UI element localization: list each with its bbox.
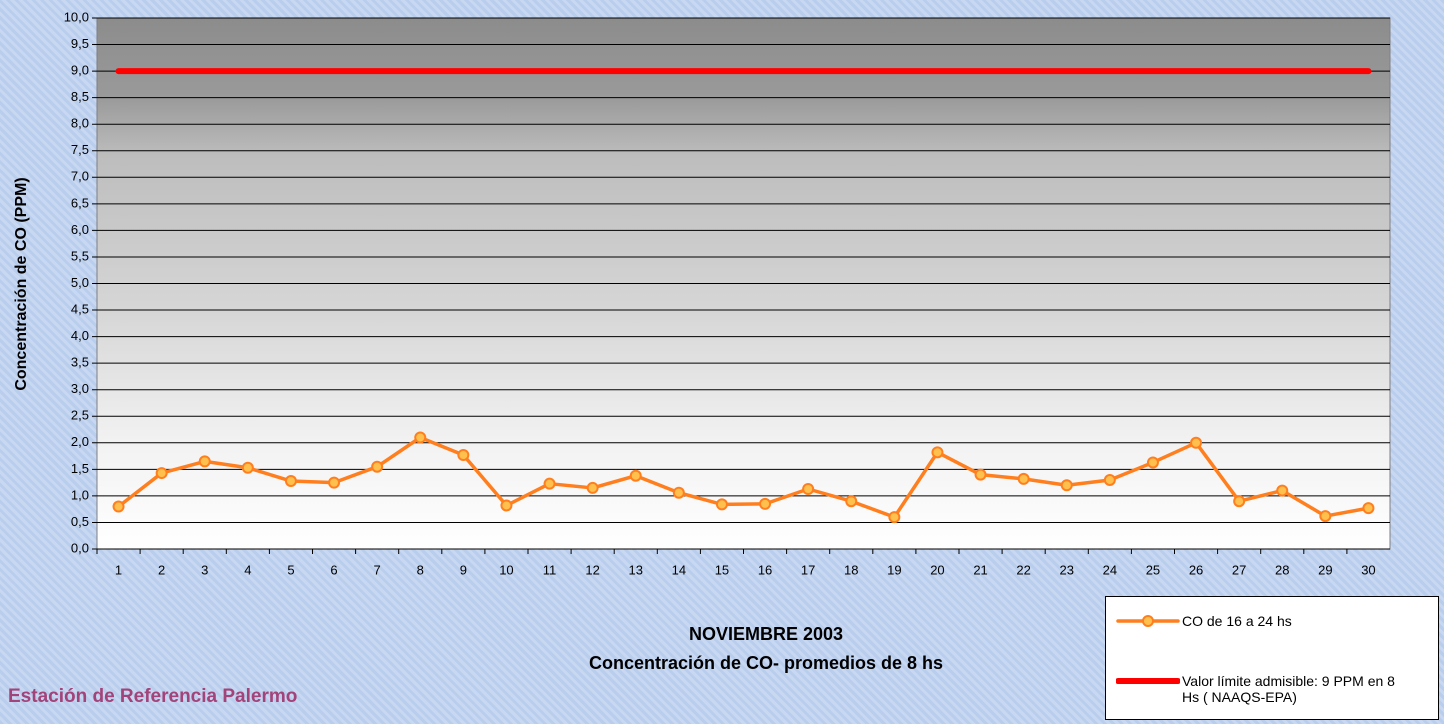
y-tick-label: 0,0 xyxy=(71,540,89,555)
data-point xyxy=(1019,474,1029,484)
legend-label: Valor límite admisible: 9 PPM en 8 Hs ( … xyxy=(1182,673,1412,705)
data-point xyxy=(1062,480,1072,490)
x-tick-label: 9 xyxy=(460,562,467,577)
y-tick-label: 3,5 xyxy=(71,355,89,370)
x-tick-label: 14 xyxy=(672,562,686,577)
data-point xyxy=(458,450,468,460)
x-tick-label: 16 xyxy=(758,562,772,577)
y-tick-label: 6,5 xyxy=(71,195,89,210)
y-tick-label: 9,0 xyxy=(71,63,89,78)
data-point xyxy=(1277,486,1287,496)
x-tick-label: 28 xyxy=(1275,562,1289,577)
data-point xyxy=(588,483,598,493)
x-tick-label: 10 xyxy=(499,562,513,577)
legend-item: CO de 16 a 24 hs xyxy=(1116,613,1412,629)
y-tick-label: 0,5 xyxy=(71,514,89,529)
data-point xyxy=(1320,511,1330,521)
x-tick-label: 27 xyxy=(1232,562,1246,577)
x-tick-label: 5 xyxy=(287,562,294,577)
y-tick-label: 5,0 xyxy=(71,275,89,290)
x-tick-label: 3 xyxy=(201,562,208,577)
data-point xyxy=(889,512,899,522)
legend-marker xyxy=(1143,616,1153,626)
y-tick-label: 9,5 xyxy=(71,36,89,51)
x-tick-label: 11 xyxy=(543,562,557,577)
x-tick-label: 15 xyxy=(715,562,729,577)
data-point xyxy=(1105,475,1115,485)
data-point xyxy=(243,463,253,473)
y-tick-label: 1,5 xyxy=(71,461,89,476)
x-tick-label: 22 xyxy=(1016,562,1030,577)
data-point xyxy=(329,478,339,488)
data-point xyxy=(415,432,425,442)
data-point xyxy=(631,471,641,481)
y-tick-label: 8,0 xyxy=(71,116,89,131)
data-point xyxy=(674,488,684,498)
data-point xyxy=(286,476,296,486)
data-point xyxy=(1191,438,1201,448)
x-tick-label: 6 xyxy=(330,562,337,577)
x-tick-label: 4 xyxy=(244,562,251,577)
data-point xyxy=(760,499,770,509)
x-tick-label: 13 xyxy=(629,562,643,577)
y-tick-label: 2,0 xyxy=(71,434,89,449)
x-tick-label: 23 xyxy=(1060,562,1074,577)
x-tick-label: 1 xyxy=(115,562,122,577)
x-tick-label: 30 xyxy=(1361,562,1375,577)
data-point xyxy=(157,468,167,478)
y-tick-label: 1,0 xyxy=(71,487,89,502)
data-point xyxy=(846,496,856,506)
data-point xyxy=(1148,457,1158,467)
y-axis-title: Concentración de CO (PPM) xyxy=(13,177,30,390)
chart-subtitle: Concentración de CO- promedios de 8 hs xyxy=(589,653,943,673)
data-point xyxy=(1363,503,1373,513)
data-point xyxy=(372,462,382,472)
data-point xyxy=(200,456,210,466)
x-tick-label: 20 xyxy=(930,562,944,577)
legend-swatch xyxy=(1116,673,1180,689)
data-point xyxy=(114,502,124,512)
station-label: Estación de Referencia Palermo xyxy=(8,686,297,707)
legend-label: CO de 16 a 24 hs xyxy=(1182,613,1412,629)
chart-title: NOVIEMBRE 2003 xyxy=(689,624,843,644)
legend-item: Valor límite admisible: 9 PPM en 8 Hs ( … xyxy=(1116,673,1412,705)
y-tick-label: 8,5 xyxy=(71,89,89,104)
data-point xyxy=(1234,496,1244,506)
x-tick-label: 25 xyxy=(1146,562,1160,577)
data-point xyxy=(976,470,986,480)
y-tick-label: 10,0 xyxy=(64,9,89,24)
y-tick-label: 3,0 xyxy=(71,381,89,396)
x-tick-label: 19 xyxy=(887,562,901,577)
data-point xyxy=(803,484,813,494)
x-tick-label: 24 xyxy=(1103,562,1117,577)
x-tick-label: 26 xyxy=(1189,562,1203,577)
y-tick-label: 5,5 xyxy=(71,248,89,263)
y-tick-label: 6,0 xyxy=(71,222,89,237)
x-tick-label: 7 xyxy=(374,562,381,577)
page: Concentración de CO (PPM) NOVIEMBRE 2003… xyxy=(0,0,1444,724)
y-tick-label: 4,0 xyxy=(71,328,89,343)
x-tick-label: 8 xyxy=(417,562,424,577)
data-point xyxy=(932,447,942,457)
data-point xyxy=(501,500,511,510)
x-tick-label: 29 xyxy=(1318,562,1332,577)
x-tick-label: 12 xyxy=(585,562,599,577)
legend-swatch xyxy=(1116,613,1180,629)
x-tick-label: 18 xyxy=(844,562,858,577)
y-tick-label: 7,5 xyxy=(71,142,89,157)
y-tick-label: 2,5 xyxy=(71,408,89,423)
y-tick-label: 4,5 xyxy=(71,301,89,316)
x-tick-label: 21 xyxy=(973,562,987,577)
legend: CO de 16 a 24 hs Valor límite admisible: … xyxy=(1105,596,1439,720)
data-point xyxy=(717,499,727,509)
data-point xyxy=(545,479,555,489)
x-tick-label: 2 xyxy=(158,562,165,577)
x-tick-label: 17 xyxy=(801,562,815,577)
y-tick-label: 7,0 xyxy=(71,169,89,184)
